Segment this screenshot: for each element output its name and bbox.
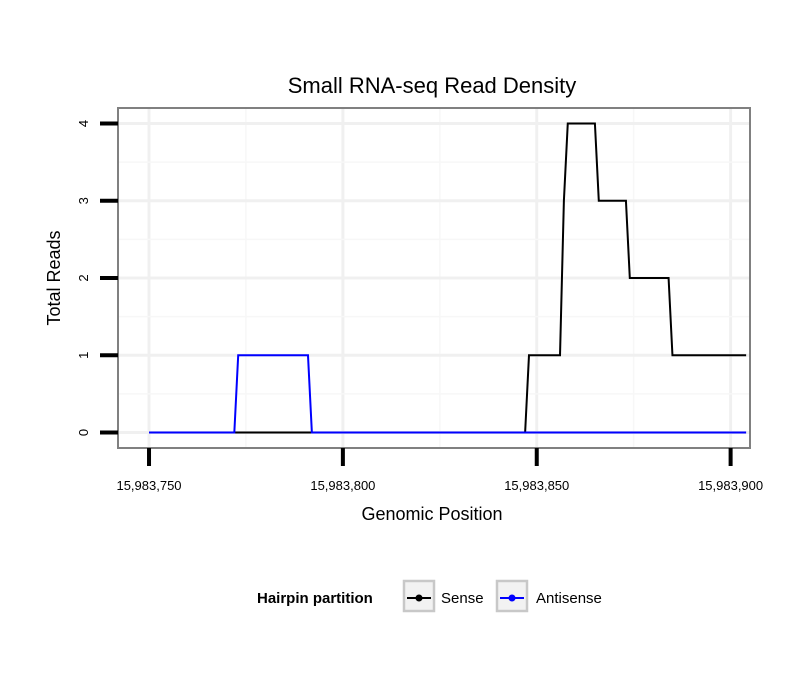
x-tick-label: 15,983,850 (504, 478, 569, 493)
legend-key-sense (402, 579, 436, 613)
series-line-sense (149, 122, 747, 434)
legend: Hairpin partition Sense Antisense (257, 579, 602, 613)
legend-entry-antisense: Antisense (495, 579, 602, 613)
x-axis-label: Genomic Position (361, 504, 502, 524)
legend-label-antisense: Antisense (536, 590, 602, 607)
series-lines (149, 122, 747, 434)
legend-key-sense-dot (415, 594, 423, 602)
chart-title: Small RNA-seq Read Density (288, 73, 577, 98)
legend-key-antisense (495, 579, 529, 613)
y-axis-ticks: 0 1 2 3 4 (76, 120, 118, 436)
legend-label-sense: Sense (441, 590, 484, 607)
y-tick-label: 1 (76, 352, 91, 359)
series-line-antisense (149, 354, 747, 434)
x-tick-label: 15,983,750 (116, 478, 181, 493)
y-tick-label: 3 (76, 197, 91, 204)
legend-title: Hairpin partition (257, 590, 373, 607)
x-tick-label: 15,983,900 (698, 478, 763, 493)
y-tick-label: 0 (76, 429, 91, 436)
y-axis-label: Total Reads (44, 230, 64, 325)
x-tick-label: 15,983,800 (310, 478, 375, 493)
x-axis-ticks: 15,983,750 15,983,800 15,983,850 15,983,900 (116, 448, 763, 493)
y-tick-label: 2 (76, 274, 91, 281)
legend-entry-sense: Sense (402, 579, 484, 613)
y-tick-label: 4 (76, 120, 91, 127)
legend-key-antisense-dot (508, 594, 516, 602)
